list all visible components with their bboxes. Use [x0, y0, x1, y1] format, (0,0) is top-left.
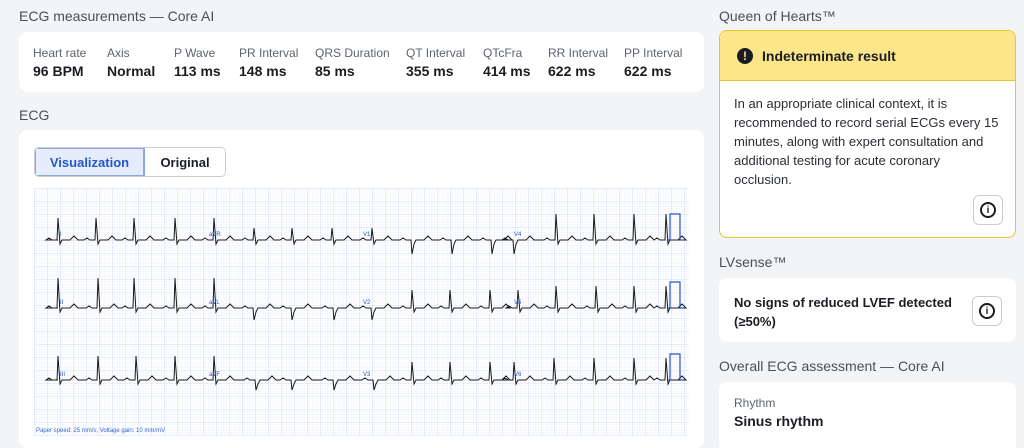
- warning-icon: !: [737, 47, 753, 64]
- lead-label: V3: [363, 372, 371, 378]
- metric-label: P Wave: [174, 46, 216, 60]
- metric-pp-interval: PP Interval 622 ms: [624, 46, 682, 79]
- lead-label: V2: [363, 300, 371, 306]
- lead-label: V5: [514, 300, 522, 306]
- qoh-card: ! Indeterminate result In an appropriate…: [719, 30, 1016, 238]
- lvsense-info-button[interactable]: i: [972, 296, 1002, 326]
- tab-original[interactable]: Original: [145, 148, 225, 176]
- lvsense-title: LVsense™: [719, 254, 787, 270]
- qoh-message: In an appropriate clinical context, it i…: [734, 96, 999, 187]
- info-icon: i: [980, 202, 996, 218]
- ecg-trace-row: [44, 277, 688, 321]
- ecg-trace-row: [44, 355, 688, 391]
- metric-label: RR Interval: [548, 46, 609, 60]
- rhythm-value: Sinus rhythm: [734, 413, 824, 429]
- lead-label: V6: [514, 372, 522, 378]
- lead-label: aVR: [209, 232, 221, 238]
- info-icon: i: [979, 303, 995, 319]
- qoh-info-button[interactable]: i: [973, 195, 1003, 225]
- metric-label: PR Interval: [239, 46, 299, 60]
- metric-label: Heart rate: [33, 46, 87, 60]
- lead-label: V4: [514, 232, 522, 238]
- lead-label: II: [60, 300, 64, 306]
- lead-label: V1: [363, 232, 371, 238]
- metric-axis: Axis Normal: [107, 46, 155, 79]
- lead-label: aVF: [209, 372, 220, 378]
- metric-heart-rate: Heart rate 96 BPM: [33, 46, 86, 79]
- rhythm-label: Rhythm: [734, 396, 776, 410]
- measurements-card: Heart rate 96 BPM Axis Normal P Wave 113 ms…: [19, 32, 704, 92]
- metric-value: 622 ms: [548, 63, 596, 79]
- lead-label: I: [60, 232, 62, 238]
- overall-card: Rhythm Sinus rhythm: [719, 382, 1016, 448]
- qoh-status-banner: ! Indeterminate result: [720, 31, 1015, 81]
- metric-label: QTcFra: [483, 46, 523, 60]
- metric-qtcfra: QTcFra 414 ms: [483, 46, 530, 79]
- metric-value: 622 ms: [624, 63, 672, 79]
- lead-label: aVL: [209, 300, 220, 306]
- metric-p-wave: P Wave 113 ms: [174, 46, 221, 79]
- metric-value: 355 ms: [406, 63, 454, 79]
- measurements-title: ECG measurements — Core AI: [19, 8, 215, 24]
- metric-pr-interval: PR Interval 148 ms: [239, 46, 298, 79]
- metric-value: 96 BPM: [33, 63, 84, 79]
- lead-label: III: [60, 372, 65, 378]
- metric-label: QT Interval: [406, 46, 466, 60]
- metric-value: Normal: [107, 63, 156, 79]
- lvsense-result: No signs of reduced LVEF detected (≥50%): [734, 295, 952, 329]
- ecg-grid: [34, 188, 689, 436]
- metric-rr-interval: RR Interval 622 ms: [548, 46, 608, 79]
- qoh-status: Indeterminate result: [762, 47, 896, 64]
- lvsense-card: No signs of reduced LVEF detected (≥50%)…: [719, 278, 1016, 342]
- metric-value: 113 ms: [174, 63, 221, 79]
- overall-title: Overall ECG assessment — Core AI: [719, 358, 945, 374]
- metric-value: 85 ms: [315, 63, 355, 79]
- metric-qrs-duration: QRS Duration 85 ms: [315, 46, 390, 79]
- qoh-title: Queen of Hearts™: [719, 8, 836, 24]
- metric-label: QRS Duration: [315, 46, 390, 60]
- metric-label: Axis: [107, 46, 130, 60]
- ecg-trace-row: [44, 213, 688, 255]
- tab-visualization[interactable]: Visualization: [35, 148, 145, 176]
- metric-value: 414 ms: [483, 63, 531, 79]
- ecg-view-toggle: Visualization Original: [34, 147, 226, 177]
- ecg-section-title: ECG: [19, 107, 50, 123]
- metric-value: 148 ms: [239, 63, 287, 79]
- calibration-pulse: [668, 281, 684, 309]
- calibration-pulse: [668, 213, 684, 241]
- metric-label: PP Interval: [624, 46, 683, 60]
- ecg-footnote: Paper speed: 25 mm/s, Voltage gain: 10 m…: [36, 428, 165, 434]
- calibration-pulse: [668, 353, 684, 381]
- metric-qt-interval: QT Interval 355 ms: [406, 46, 465, 79]
